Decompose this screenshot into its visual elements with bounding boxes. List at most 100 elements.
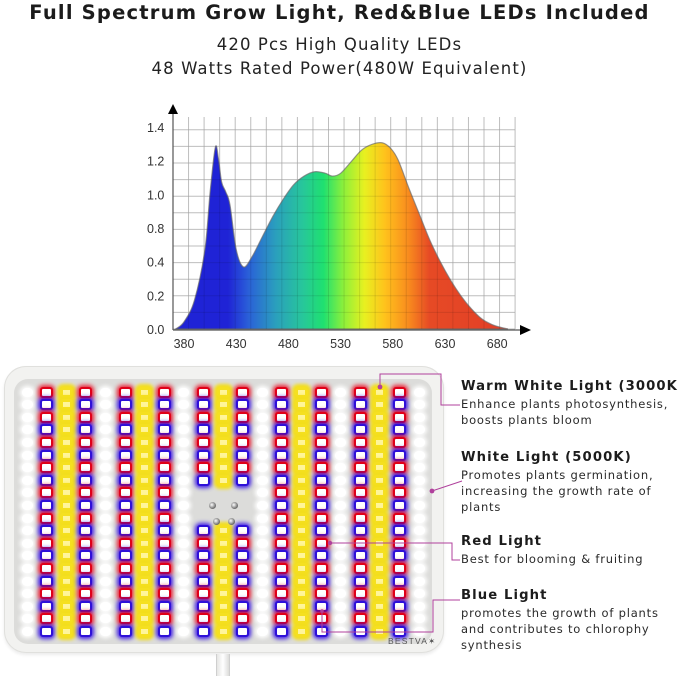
red-led xyxy=(79,436,93,448)
blue-led xyxy=(275,575,289,587)
blue-led xyxy=(275,600,289,612)
red-led xyxy=(79,487,93,499)
blue-led xyxy=(236,625,250,637)
yellow-led xyxy=(294,512,308,524)
blue-led xyxy=(157,525,171,537)
red-led xyxy=(275,386,289,398)
white-led xyxy=(256,538,268,548)
white-led xyxy=(178,614,190,624)
white-led xyxy=(178,551,190,561)
blue-led xyxy=(40,499,54,511)
blue-led xyxy=(275,424,289,436)
red-led xyxy=(79,613,93,625)
white-led xyxy=(335,400,347,410)
white-led xyxy=(335,626,347,636)
red-led xyxy=(314,436,328,448)
white-led xyxy=(21,513,33,523)
white-led xyxy=(178,475,190,485)
yellow-led xyxy=(373,386,387,398)
white-led xyxy=(178,513,190,523)
white-led xyxy=(256,475,268,485)
white-led xyxy=(99,614,111,624)
yellow-led xyxy=(216,588,230,600)
blue-led xyxy=(353,575,367,587)
white-led xyxy=(178,412,190,422)
red-led xyxy=(118,512,132,524)
white-led xyxy=(413,526,425,536)
blue-led xyxy=(40,600,54,612)
yellow-led xyxy=(138,487,152,499)
white-led xyxy=(335,450,347,460)
red-led xyxy=(79,462,93,474)
red-led xyxy=(314,562,328,574)
yellow-led xyxy=(216,386,230,398)
white-led xyxy=(21,425,33,435)
white-led xyxy=(178,526,190,536)
red-led xyxy=(40,537,54,549)
red-led xyxy=(196,588,210,600)
red-led xyxy=(275,512,289,524)
blue-led xyxy=(157,550,171,562)
white-led xyxy=(256,437,268,447)
red-led xyxy=(275,487,289,499)
white-led xyxy=(335,500,347,510)
white-led xyxy=(335,488,347,498)
white-led xyxy=(413,387,425,397)
white-led xyxy=(178,576,190,586)
yellow-led xyxy=(373,550,387,562)
blue-led xyxy=(353,399,367,411)
yellow-led xyxy=(294,386,308,398)
yellow-led xyxy=(138,562,152,574)
blue-led xyxy=(236,600,250,612)
red-led xyxy=(196,386,210,398)
red-led xyxy=(236,613,250,625)
red-led xyxy=(236,386,250,398)
label-warm-white: Warm White Light (3000K) Enhance plants … xyxy=(461,378,679,428)
yellow-led xyxy=(373,537,387,549)
red-led xyxy=(314,411,328,423)
blue-led xyxy=(118,525,132,537)
red-led xyxy=(392,462,406,474)
yellow-led xyxy=(373,600,387,612)
blue-led xyxy=(79,449,93,461)
blue-led xyxy=(118,424,132,436)
yellow-led xyxy=(294,499,308,511)
blue-led xyxy=(275,474,289,486)
yellow-led xyxy=(138,411,152,423)
red-led xyxy=(236,411,250,423)
red-led xyxy=(353,386,367,398)
label-red: Red Light Best for blooming & fruiting xyxy=(461,533,679,567)
blue-led xyxy=(118,449,132,461)
white-led xyxy=(256,614,268,624)
blue-led xyxy=(157,625,171,637)
label-heading: Blue Light xyxy=(461,588,548,603)
white-led xyxy=(256,450,268,460)
red-led xyxy=(353,411,367,423)
blue-led xyxy=(79,474,93,486)
yellow-led xyxy=(373,436,387,448)
blue-led xyxy=(157,474,171,486)
yellow-led xyxy=(373,562,387,574)
red-led xyxy=(236,462,250,474)
white-led xyxy=(335,538,347,548)
red-led xyxy=(353,487,367,499)
white-led xyxy=(21,488,33,498)
blue-led xyxy=(118,550,132,562)
white-led xyxy=(413,538,425,548)
blue-led xyxy=(314,449,328,461)
yellow-led xyxy=(294,474,308,486)
white-led xyxy=(413,425,425,435)
yellow-led xyxy=(373,512,387,524)
label-heading: White Light (5000K) xyxy=(461,450,632,465)
white-led xyxy=(335,526,347,536)
page-title: Full Spectrum Grow Light, Red&Blue LEDs … xyxy=(29,1,650,24)
white-led xyxy=(21,538,33,548)
white-led xyxy=(21,626,33,636)
red-led xyxy=(157,462,171,474)
blue-led xyxy=(353,600,367,612)
blue-led xyxy=(79,399,93,411)
red-led xyxy=(118,386,132,398)
blue-led xyxy=(118,600,132,612)
yellow-led xyxy=(216,525,230,537)
label-heading: Red Light xyxy=(461,534,543,549)
